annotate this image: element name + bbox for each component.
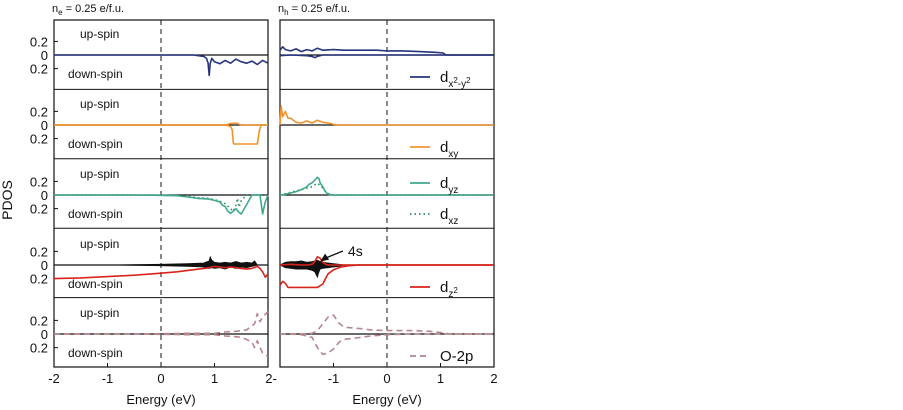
y-tick-label: 0 [41, 48, 48, 63]
x-tick-label: 1 [437, 371, 444, 386]
up-spin-label: up-spin [80, 27, 119, 41]
annotation-arrow-head [320, 253, 330, 262]
series-dz2-up-panel1 [279, 255, 494, 266]
y-tick-label: 0.2 [30, 272, 48, 287]
series-dz2-down-panel0 [53, 265, 269, 280]
up-spin-label: up-spin [80, 97, 119, 111]
up-spin-label: up-spin [80, 306, 119, 320]
y-tick-label: 0 [41, 188, 48, 203]
down-spin-label: down-spin [68, 277, 123, 291]
x-tick-label: -1 [328, 371, 340, 386]
series-O-2p-up-panel1 [280, 314, 494, 335]
series-dxy-up-panel1 [279, 105, 494, 126]
series-4s-up-panel0 [54, 255, 268, 266]
y-tick-label: 0.2 [30, 132, 48, 147]
series-dx2-y2-down-panel0 [54, 54, 269, 77]
series-O-2p-down-panel1 [280, 333, 494, 356]
y-tick-label: 0.2 [30, 174, 48, 189]
series-dx2-y2-up-panel1 [279, 45, 494, 56]
x-axis-label-left: Energy (eV) [126, 392, 195, 407]
series-dz2-down-panel1 [279, 264, 494, 289]
up-spin-label: up-spin [80, 167, 119, 181]
legend-label-dxy: dxy [440, 139, 458, 160]
series-dyz-up-panel1 [279, 176, 494, 196]
data-series [53, 45, 494, 358]
legend-label-dyz: dyz [440, 175, 458, 196]
x-tick-label: 2 [490, 371, 497, 386]
series-dxy-down-panel0 [54, 124, 268, 145]
x-tick-label: 0 [383, 371, 390, 386]
down-spin-label: down-spin [68, 207, 123, 221]
series-dyz-down-panel0 [54, 194, 269, 215]
up-spin-label: up-spin [80, 237, 119, 251]
y-tick-label: 0.2 [30, 244, 48, 259]
legend-label-dx2-y2: dx2-y2 [440, 69, 471, 90]
x-axis-label-right: Energy (eV) [352, 392, 421, 407]
y-tick-label: 0 [41, 327, 48, 342]
x-tick-label: 1 [211, 371, 218, 386]
series-dx2-y2-down-panel1 [279, 54, 494, 59]
legend-label-dxz: dxz [440, 206, 458, 227]
annotation-4s: 4s [348, 243, 363, 259]
panel-title: nh = 0.25 e/f.u. [278, 3, 350, 17]
y-tick-label: 0.2 [30, 62, 48, 77]
series-dxz-up-panel1 [279, 182, 494, 196]
x-tick-label: -2 [48, 371, 60, 386]
chart-text: PDOS Energy (eV) Energy (eV) -2 -1 0 1 2- -1 0… [0, 3, 498, 407]
y-tick-label: 0 [41, 258, 48, 273]
legend-label-O-2p: O-2p [440, 348, 473, 365]
down-spin-label: down-spin [68, 137, 123, 151]
legend-label-dz2: dz2 [440, 279, 458, 300]
legend: dx2-y2 dxy dyz dxz dz2 O-2p [410, 69, 473, 365]
series-O-2p-down-panel0 [54, 333, 269, 358]
y-tick-label: 0.2 [30, 202, 48, 217]
y-tick-label: 0.2 [30, 104, 48, 119]
y-tick-label: 0 [41, 118, 48, 133]
down-spin-label: down-spin [68, 67, 123, 81]
panel-title: ne = 0.25 e/f.u. [52, 3, 124, 17]
x-tick-label: 2- [265, 371, 277, 386]
x-tick-label: -1 [102, 371, 114, 386]
down-spin-label: down-spin [68, 346, 123, 360]
y-tick-label: 0.2 [30, 313, 48, 328]
x-tick-label: 0 [157, 371, 164, 386]
y-tick-label: 0.2 [30, 34, 48, 49]
y-axis-label: PDOS [0, 180, 15, 220]
series-dxz-down-panel0 [54, 194, 268, 213]
y-tick-label: 0.2 [30, 341, 48, 356]
